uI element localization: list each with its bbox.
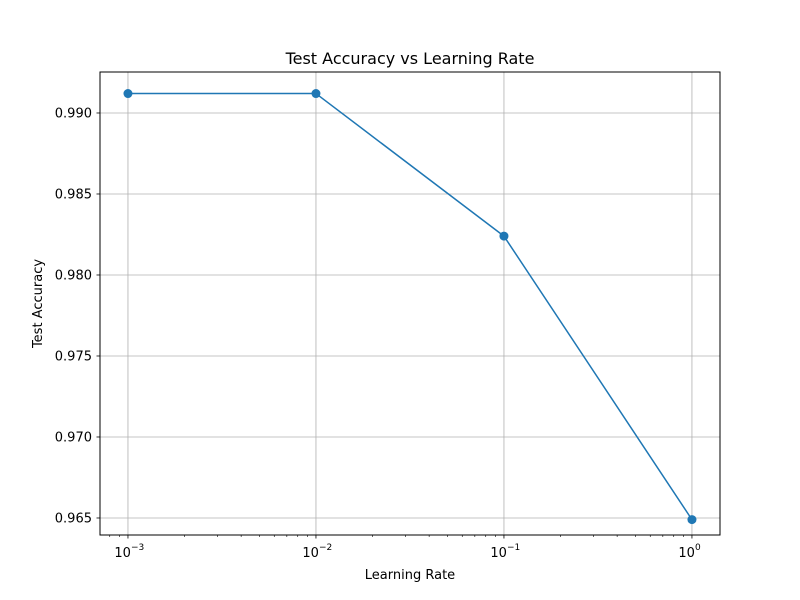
y-tick-label: 0.980 <box>55 268 92 283</box>
x-tick-base: 10 <box>114 546 131 561</box>
x-tick-exponent: −3 <box>131 543 144 553</box>
series-line <box>127 92 693 521</box>
x-tick-exponent: −1 <box>507 543 520 553</box>
data-point <box>687 515 697 525</box>
grid <box>100 72 720 535</box>
data-point <box>311 89 321 99</box>
x-tick-label: 10 −2 <box>302 543 332 561</box>
x-tick-base: 10 <box>302 546 319 561</box>
y-tick-label: 0.985 <box>55 187 92 202</box>
y-tick-label: 0.975 <box>55 349 92 364</box>
y-tick-label: 0.970 <box>55 430 92 445</box>
y-tick-label: 0.990 <box>55 106 92 121</box>
x-tick-base: 10 <box>678 546 695 561</box>
y-axis-title: Test Accuracy <box>31 259 46 349</box>
x-tick-label: 10 −3 <box>114 543 144 561</box>
x-tick-label: 10 0 <box>678 543 701 561</box>
x-tick-exponent: −2 <box>319 543 332 553</box>
y-tick-label: 0.965 <box>55 511 92 526</box>
x-axis-title: Learning Rate <box>365 568 455 583</box>
series-layer <box>123 89 697 525</box>
x-tick-label: 10 −1 <box>490 543 520 561</box>
data-point <box>499 231 509 241</box>
chart-title: Test Accuracy vs Learning Rate <box>285 49 535 68</box>
data-point <box>123 89 133 99</box>
plot-frame <box>99 71 721 536</box>
x-tick-exponent: 0 <box>695 543 701 553</box>
x-tick-base: 10 <box>490 546 507 561</box>
